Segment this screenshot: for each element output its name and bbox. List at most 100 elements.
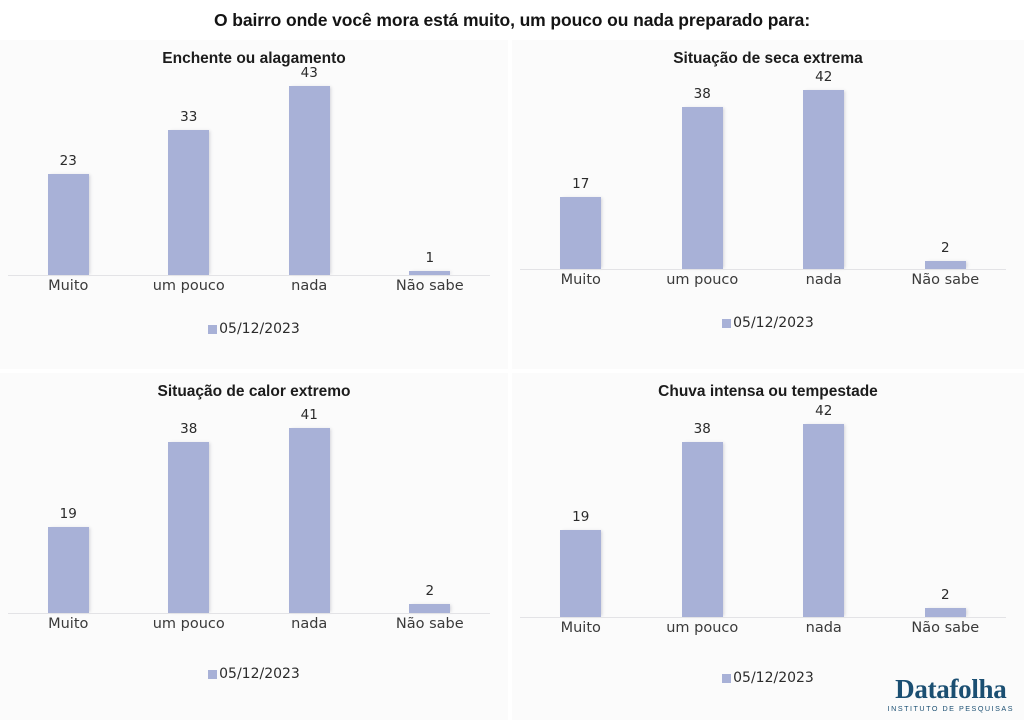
bar-slot: 38 [642, 419, 764, 617]
bar[interactable]: 38 [681, 421, 723, 617]
bar-value-label: 42 [815, 402, 833, 419]
plot-area: 23 33 43 1 [8, 65, 491, 276]
bar-value-label: 43 [300, 65, 318, 81]
bar-slot: 41 [249, 407, 370, 613]
category-label: nada [291, 616, 328, 632]
panel-title: Situação de seca extrema [673, 50, 863, 67]
bar[interactable]: 42 [803, 403, 845, 617]
category-label: Muito [560, 620, 601, 636]
legend-swatch-icon [722, 318, 732, 328]
category-label: Não sabe [395, 616, 464, 632]
legend-label: 05/12/2023 [219, 321, 300, 337]
bar[interactable]: 41 [288, 407, 330, 613]
plot-area: 19 38 41 2 [8, 407, 490, 614]
bar-value-label: 19 [572, 508, 590, 525]
bar-value-label: 2 [940, 239, 950, 256]
x-axis-line [8, 275, 490, 276]
panel-grid: Enchente ou alagamento 23 33 [0, 40, 1024, 720]
bar-value-label: 41 [300, 407, 318, 424]
bar[interactable]: 33 [168, 109, 210, 275]
logo-wordmark: Datafolha [895, 673, 1007, 704]
legend-label: 05/12/2023 [733, 670, 814, 686]
bar-slot: 43 [249, 65, 370, 275]
bar-slot: 19 [8, 419, 129, 613]
bar-value-label: 23 [59, 152, 77, 169]
bar-group: 19 38 42 2 [520, 403, 1007, 617]
bar-value-label: 38 [180, 420, 198, 437]
bar[interactable]: 43 [288, 65, 330, 275]
bar-value-label: 42 [815, 69, 833, 86]
bar[interactable]: 17 [560, 176, 602, 269]
category-label: nada [805, 620, 842, 636]
panel-title: Enchente ou alagamento [162, 50, 346, 67]
bar-value-label: 2 [425, 582, 435, 599]
bar-slot: 19 [520, 419, 642, 617]
bar-slot: 2 [885, 419, 1007, 617]
category-labels: Muito um pouco nada Não sabe [520, 272, 1006, 288]
x-axis-line [520, 617, 1006, 618]
category-label: um pouco [152, 616, 225, 632]
bar-slot: 38 [642, 86, 764, 269]
legend-label: 05/12/2023 [733, 315, 814, 331]
bar-value-label: 1 [425, 249, 435, 266]
bar-slot: 2 [885, 86, 1007, 269]
plot-area: 19 38 42 2 [520, 403, 1007, 618]
bar-slot: 23 [8, 86, 129, 275]
category-label: um pouco [666, 272, 739, 288]
category-labels: Muito um pouco nada Não sabe [8, 616, 490, 632]
chart-legend[interactable]: 05/12/2023 [0, 666, 508, 682]
x-axis-line [520, 269, 1006, 270]
category-label: Não sabe [911, 620, 980, 636]
bar-group: 19 38 41 2 [8, 407, 490, 613]
chart-legend[interactable]: 05/12/2023 [512, 315, 1024, 331]
bar-group: 23 33 43 1 [8, 65, 491, 275]
bar[interactable]: 19 [560, 509, 602, 617]
category-labels: Muito um pouco nada Não sabe [520, 620, 1006, 636]
legend-label: 05/12/2023 [219, 666, 300, 682]
legend-swatch-icon [208, 324, 218, 334]
x-axis-line [8, 613, 490, 614]
chart-legend[interactable]: 05/12/2023 [0, 321, 508, 337]
chart-legend[interactable]: 05/12/2023 [512, 670, 1024, 686]
chart-panel-situacao-de-seca-extrema: Situação de seca extrema 17 38 [512, 40, 1024, 373]
bar-value-label: 19 [59, 506, 77, 523]
category-label: Muito [48, 616, 89, 632]
category-label: um pouco [152, 278, 225, 294]
bar[interactable]: 42 [803, 69, 845, 269]
bar-value-label: 38 [693, 86, 711, 103]
category-label: nada [805, 272, 842, 288]
chart-panel-enchente-ou-alagamento: Enchente ou alagamento 23 33 [0, 40, 512, 373]
category-label: Não sabe [911, 272, 980, 288]
bar[interactable]: 19 [47, 506, 89, 613]
bar-slot: 42 [763, 403, 885, 617]
bar-group: 17 38 42 2 [520, 69, 1007, 269]
bar[interactable]: 2 [924, 240, 966, 269]
legend-swatch-icon [722, 673, 732, 683]
category-labels: Muito um pouco nada Não sabe [8, 278, 490, 294]
bar-slot: 17 [520, 86, 642, 269]
chart-panel-chuva-intensa-ou-tempestade: Chuva intensa ou tempestade 19 38 [512, 373, 1024, 720]
category-label: nada [291, 278, 328, 294]
bar-value-label: 17 [572, 175, 590, 192]
category-label: um pouco [666, 620, 739, 636]
bar[interactable]: 38 [681, 86, 723, 269]
bar[interactable]: 38 [168, 421, 210, 613]
panel-title: Chuva intensa ou tempestade [658, 383, 878, 400]
category-label: Não sabe [395, 278, 464, 294]
legend-swatch-icon [208, 669, 218, 679]
bar-slot: 1 [370, 86, 491, 275]
bar-value-label: 33 [180, 108, 198, 125]
logo-tagline: INSTITUTO DE PESQUISAS [887, 703, 1014, 713]
plot-area: 17 38 42 2 [520, 69, 1007, 270]
bar-value-label: 38 [693, 421, 711, 438]
panel-title: Situação de calor extremo [157, 383, 351, 400]
bar-slot: 42 [763, 69, 885, 269]
bar-value-label: 2 [940, 586, 950, 603]
bar[interactable]: 2 [409, 583, 451, 613]
bar[interactable]: 1 [409, 250, 451, 275]
category-label: Muito [560, 272, 601, 288]
bar[interactable]: 2 [924, 587, 966, 617]
bar-slot: 33 [129, 86, 250, 275]
bar[interactable]: 23 [47, 153, 89, 275]
